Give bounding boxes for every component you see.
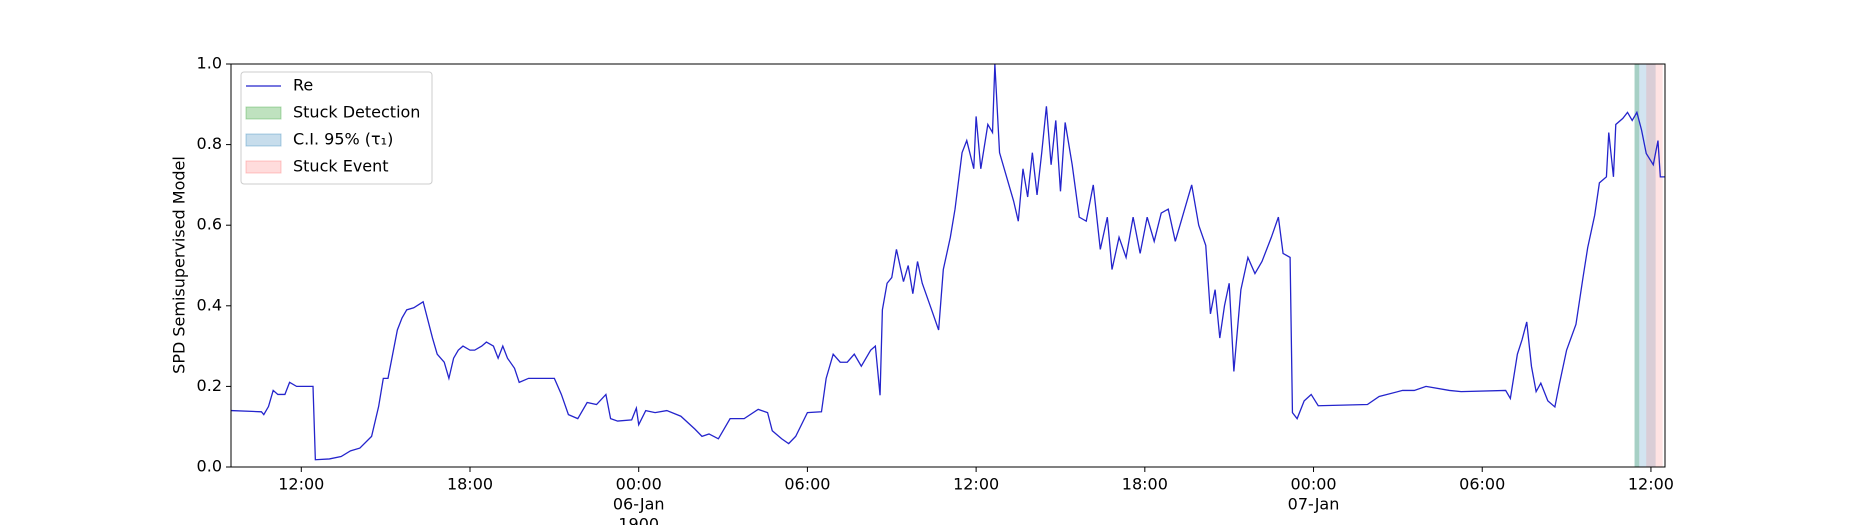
x-tick-label: 1900 xyxy=(618,515,659,525)
x-tick-label: 06:00 xyxy=(1459,475,1505,494)
legend-patch xyxy=(245,160,282,174)
data-line xyxy=(230,63,1665,461)
x-tick-label: 12:00 xyxy=(278,475,324,494)
x-tick-label: 06-Jan xyxy=(613,495,665,514)
y-tick-label: 1.0 xyxy=(197,54,222,73)
x-tick-label: 07-Jan xyxy=(1288,495,1340,514)
plot-frame xyxy=(230,63,1666,468)
span xyxy=(1634,64,1656,467)
span xyxy=(1634,64,1640,467)
x-tick-label: 12:00 xyxy=(1628,475,1674,494)
legend-box xyxy=(240,71,433,185)
x-tick-label: 12:00 xyxy=(953,475,999,494)
legend-label: Re xyxy=(293,76,313,95)
y-tick-label: 0.0 xyxy=(197,457,222,476)
legend-label: Stuck Detection xyxy=(293,103,420,122)
legend-label: Stuck Event xyxy=(293,157,389,176)
legend-patch xyxy=(245,133,282,147)
x-tick-label: 18:00 xyxy=(1122,475,1168,494)
x-tick-label: 18:00 xyxy=(447,475,493,494)
y-tick-label: 0.4 xyxy=(197,295,222,314)
legend-patch xyxy=(245,106,282,120)
x-tick-label: 00:00 xyxy=(1290,475,1336,494)
legend: Re Stuck Detection C.I. 95% (τ₁) Stuck Even… xyxy=(240,71,433,185)
x-tick-label: 00:00 xyxy=(616,475,662,494)
legend-label: C.I. 95% (τ₁) xyxy=(293,130,393,149)
y-axis-label: SPD Semisupervised Model xyxy=(170,156,189,374)
y-tick-label: 0.2 xyxy=(197,376,222,395)
y-tick-label: 0.8 xyxy=(197,134,222,153)
x-tick-label: 06:00 xyxy=(784,475,830,494)
y-tick-label: 0.6 xyxy=(197,215,222,234)
span xyxy=(1646,64,1663,467)
